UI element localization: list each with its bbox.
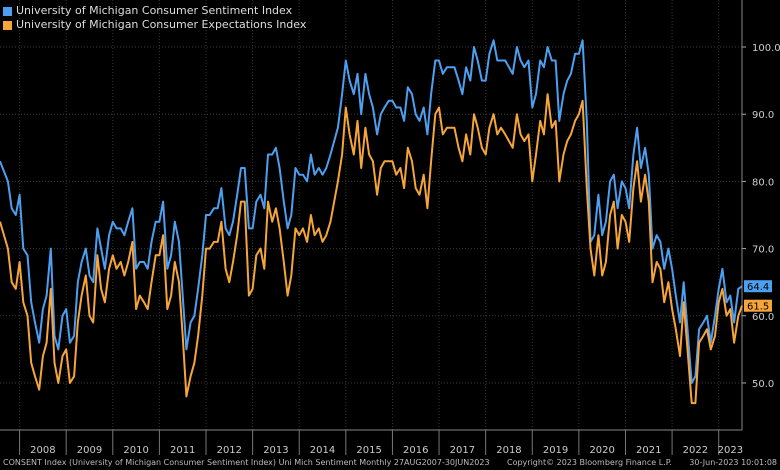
legend-item-sentiment: University of Michigan Consumer Sentimen…: [3, 4, 306, 18]
x-tick-label: 2012: [217, 445, 242, 456]
series-line-0: [0, 39, 743, 384]
x-tick-label: 2015: [356, 445, 381, 456]
x-tick-label: 2018: [496, 445, 521, 456]
y-tick-label: 60.0: [752, 312, 774, 323]
x-tick-label: 2014: [310, 445, 335, 456]
y-tick-label: 70.0: [752, 245, 774, 256]
x-tick-label: 2020: [589, 445, 614, 456]
x-tick-label: 2008: [30, 445, 55, 456]
y-tick-label: 50.0: [752, 379, 774, 390]
x-tick-label: 2011: [170, 445, 195, 456]
x-tick-label: 2013: [263, 445, 288, 456]
footer: CONSENT Index (University of Michigan Co…: [3, 458, 777, 467]
series-line-1: [0, 93, 743, 405]
footer-copyright: Copyright© 2023 Bloomberg Finance L.P.: [506, 458, 672, 467]
last-value-tag-0: [744, 280, 772, 293]
series-lines: [0, 39, 743, 405]
x-tick-label: 2017: [450, 445, 475, 456]
last-value-label-1: 61.5: [747, 302, 769, 313]
x-tick-label: 2016: [403, 445, 428, 456]
legend-label-sentiment: University of Michigan Consumer Sentimen…: [16, 4, 293, 17]
y-tick-label: 90.0: [752, 110, 774, 121]
footer-source: CONSENT Index (University of Michigan Co…: [3, 458, 490, 467]
legend: University of Michigan Consumer Sentimen…: [3, 4, 306, 32]
last-value-tag-1: [744, 299, 772, 312]
legend-item-expectations: University of Michigan Consumer Expectat…: [3, 18, 306, 32]
legend-swatch-expectations: [3, 20, 12, 30]
last-value-tags: 64.4 61.5: [744, 280, 772, 313]
x-tick-label: 2021: [636, 445, 661, 456]
x-tick-label: 2022: [683, 445, 708, 456]
x-tick-label: 2019: [543, 445, 568, 456]
x-axis: 2008 2009 2010 2011 2012 2013 2014 2015 2016 2017…: [0, 429, 743, 456]
x-tick-label: 2023: [718, 445, 743, 456]
footer-timestamp: 30-Jun-2023 10:01:08: [689, 458, 777, 467]
legend-label-expectations: University of Michigan Consumer Expectat…: [16, 18, 307, 31]
y-tick-label: 100.0: [752, 43, 780, 54]
y-axis: 50.0 60.0 70.0 80.0 90.0 100.0: [741, 0, 780, 430]
y-tick-label: 80.0: [752, 177, 774, 188]
last-value-label-0: 64.4: [747, 282, 769, 293]
x-tick-label: 2009: [77, 445, 102, 456]
legend-swatch-sentiment: [3, 6, 12, 16]
x-tick-label: 2010: [123, 445, 148, 456]
